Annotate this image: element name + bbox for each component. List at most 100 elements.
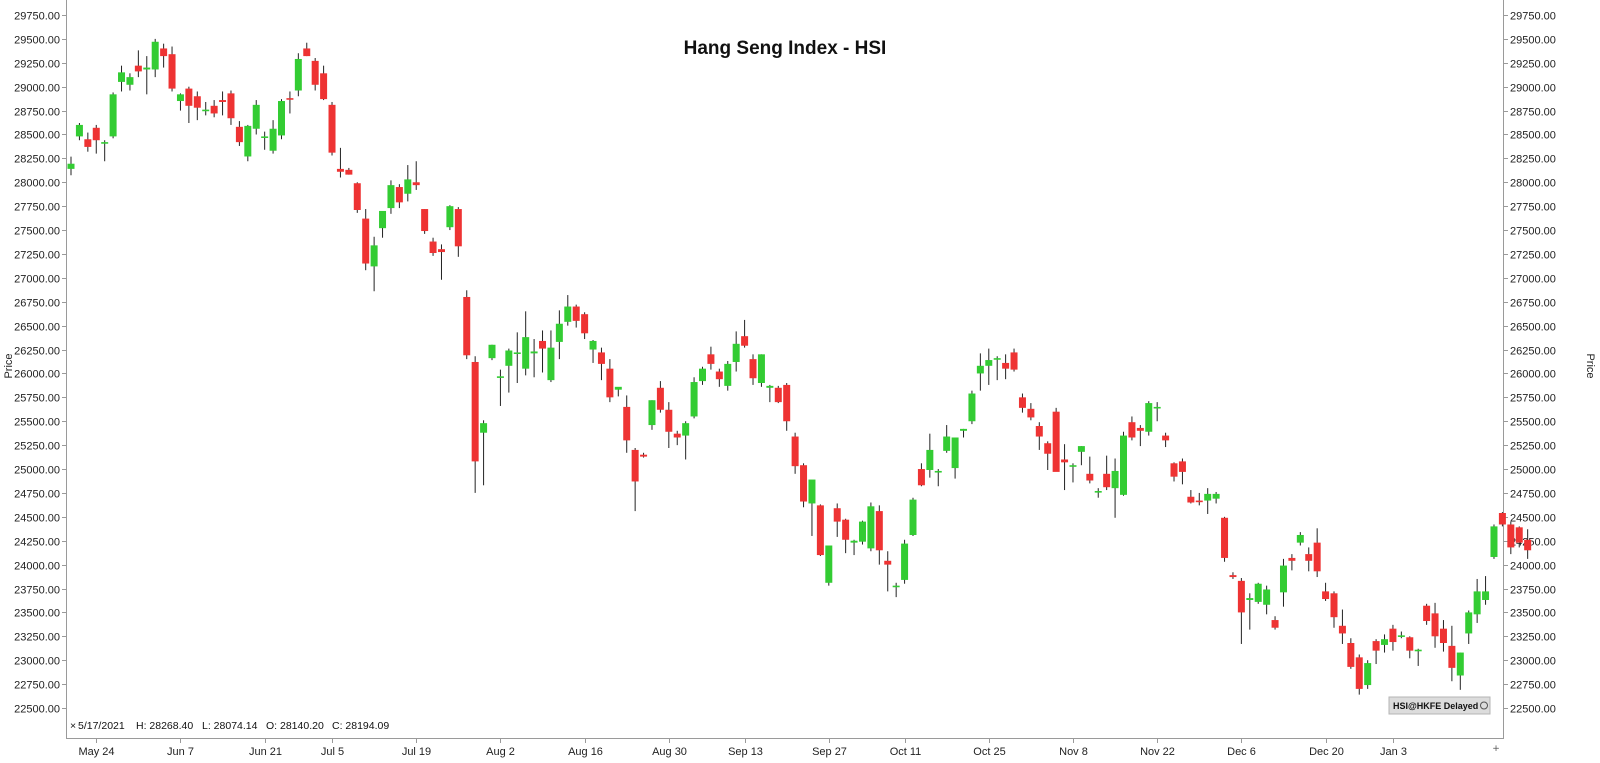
candle-body	[1389, 628, 1397, 643]
candle-up	[269, 120, 277, 154]
y-tick-label-left: 23250.00	[14, 632, 60, 644]
candle-down	[783, 383, 791, 431]
candle-body	[715, 371, 723, 380]
candle-body	[1178, 461, 1186, 472]
candle-body	[1524, 539, 1532, 551]
candle-body	[816, 505, 824, 556]
candle-down	[1170, 462, 1178, 482]
y-tick-label-right: 22500.00	[1510, 704, 1556, 716]
y-tick-label-left: 27500.00	[14, 226, 60, 238]
candle-body	[884, 560, 892, 565]
y-tick-label-right: 29250.00	[1510, 59, 1556, 71]
candle-up	[1279, 558, 1287, 607]
scroll-right-icon[interactable]: +	[1492, 744, 1500, 754]
candle-body	[1010, 352, 1018, 370]
candle-down	[1372, 639, 1380, 665]
candle-down	[833, 503, 841, 537]
y-tick-label-right: 22750.00	[1510, 680, 1556, 692]
candle-body	[1406, 637, 1414, 651]
candle-up	[926, 433, 934, 478]
y-tick-label-left: 27750.00	[14, 202, 60, 214]
candle-up	[278, 99, 285, 140]
candle-down	[1195, 492, 1203, 506]
candle-up	[1246, 593, 1254, 630]
y-tick-label-right: 28500.00	[1510, 130, 1556, 142]
candle-down	[227, 90, 235, 125]
candle-down	[1448, 625, 1456, 682]
candle-body	[783, 384, 791, 422]
candle-body	[774, 387, 782, 403]
candle-body	[1439, 628, 1447, 644]
y-tick-label-left: 26000.00	[14, 369, 60, 381]
candle-up	[118, 65, 126, 92]
candle-body	[825, 545, 833, 583]
candle-down	[1237, 578, 1245, 644]
candle-body	[968, 393, 976, 422]
candle-down	[345, 167, 353, 175]
candle-body	[387, 185, 395, 209]
candle-down	[707, 346, 715, 370]
candle-body	[294, 58, 302, 91]
y-tick-label-right: 25500.00	[1510, 417, 1556, 429]
settings-icon[interactable]	[1480, 701, 1488, 710]
x-tick-label: Aug 30	[652, 746, 687, 758]
y-tick-label-left: 28250.00	[14, 154, 60, 166]
candle-body	[917, 469, 925, 486]
candle-down	[1355, 654, 1363, 695]
candle-down	[791, 432, 799, 474]
candle-body	[1414, 649, 1422, 652]
candle-body	[1077, 446, 1085, 452]
candle-up	[934, 469, 942, 487]
data-source-badge[interactable]: HSI@HKFE Delayed	[1388, 696, 1491, 715]
y-tick-label-left: 22750.00	[14, 680, 60, 692]
candle-down	[1507, 521, 1515, 555]
candle-body	[530, 351, 538, 354]
candle-body	[345, 169, 353, 175]
candle-body	[1490, 526, 1498, 557]
candle-body	[934, 470, 942, 473]
candle-body	[724, 363, 732, 386]
y-tick-label-right: 26750.00	[1510, 298, 1556, 310]
candle-up	[244, 124, 252, 162]
x-tick-label: Jun 7	[167, 746, 194, 758]
y-tick-label-left: 29000.00	[14, 83, 60, 95]
candle-up	[909, 497, 917, 536]
candle-up	[126, 73, 134, 91]
candle-body	[1381, 639, 1389, 645]
candle-body	[412, 182, 420, 186]
candle-up	[1397, 631, 1405, 639]
candle-body	[379, 210, 387, 229]
candle-body	[656, 387, 664, 410]
candle-up	[75, 123, 83, 141]
candle-body	[118, 72, 126, 82]
candle-up	[1145, 401, 1153, 436]
candle-up	[1120, 431, 1127, 496]
candle-body	[597, 352, 605, 364]
candle-down	[741, 319, 749, 348]
candle-body	[311, 60, 319, 85]
y-axis-ticks: 22500.00 22500.00 22750.00 22750.00 23000.00…	[14, 11, 1556, 716]
candle-body	[1456, 652, 1464, 676]
candle-body	[1507, 524, 1515, 548]
candle-down	[463, 290, 471, 360]
y-tick-label-left: 24250.00	[14, 537, 60, 549]
candle-down	[1010, 348, 1018, 372]
info-close: C: 28194.09	[332, 720, 389, 732]
candle-up	[825, 545, 833, 586]
y-tick-label-right: 24500.00	[1510, 513, 1556, 525]
candle-up	[1153, 402, 1161, 422]
candle-down	[1338, 609, 1346, 644]
candle-down	[286, 91, 294, 114]
candle-up	[513, 332, 521, 384]
candle-body	[1473, 591, 1481, 615]
candle-up	[1456, 652, 1464, 690]
candle-down	[1103, 455, 1111, 491]
candle-body	[1515, 527, 1523, 543]
candle-up	[261, 131, 269, 150]
y-tick-label-left: 29500.00	[14, 35, 60, 47]
candle-body	[429, 241, 437, 254]
y-tick-label-left: 23500.00	[14, 608, 60, 620]
info-date: 5/17/2021	[78, 720, 125, 732]
candle-body	[488, 344, 496, 359]
